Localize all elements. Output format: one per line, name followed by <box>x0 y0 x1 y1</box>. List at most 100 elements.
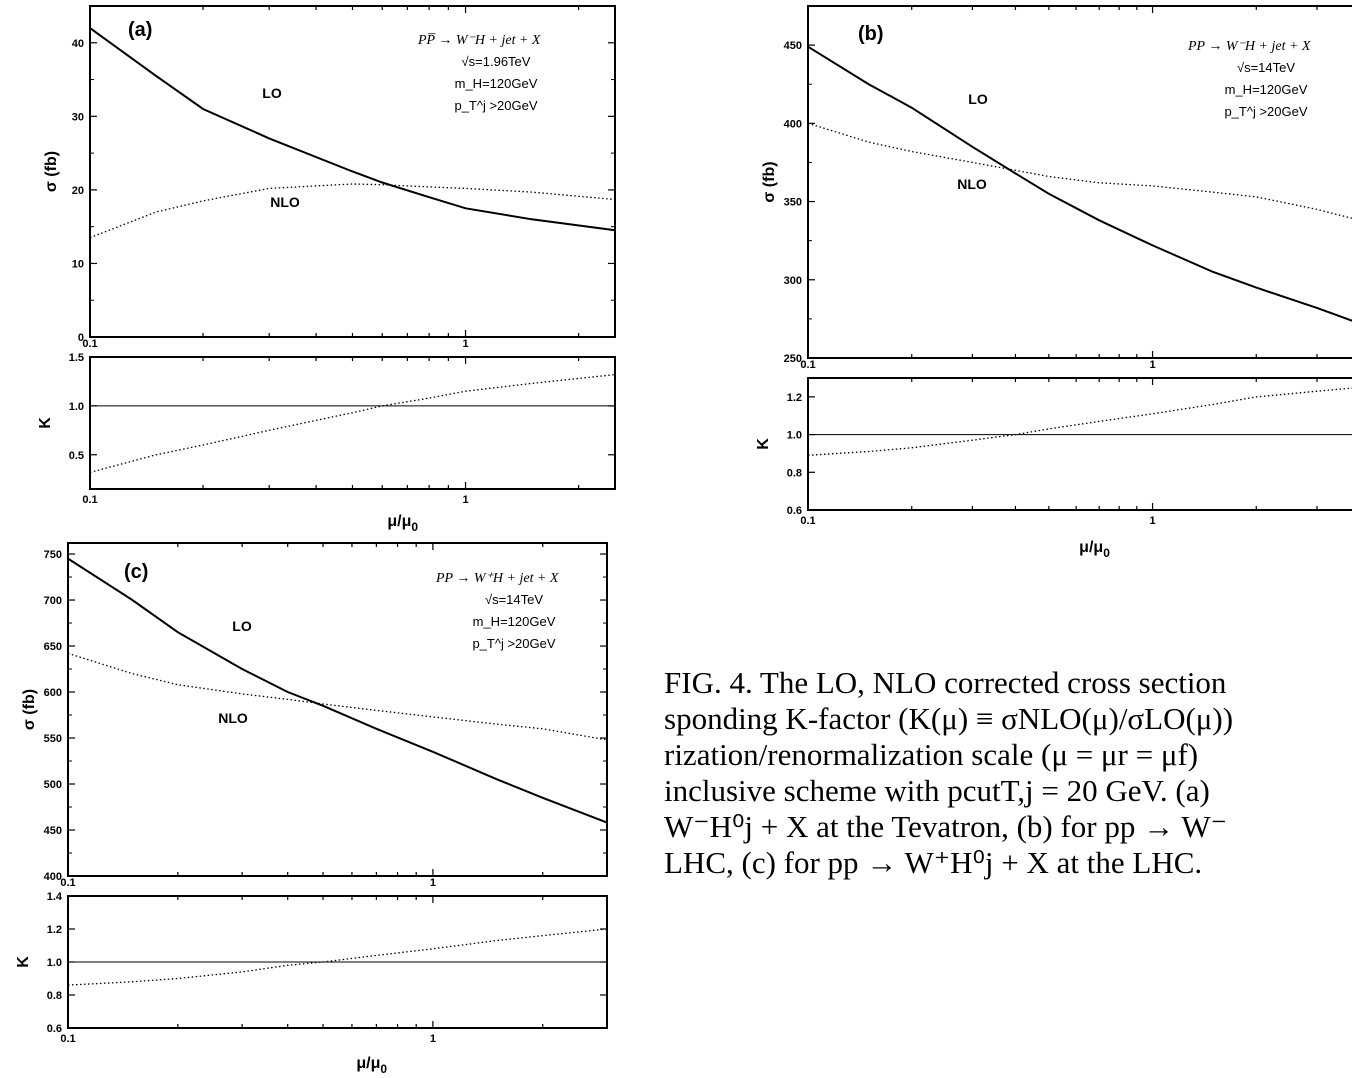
k-axis-label: K <box>755 438 772 450</box>
main-plot-frame <box>807 5 1352 359</box>
x-tick-label: 1 <box>430 877 436 889</box>
caption-line: rization/renormalization scale (μ = μr =… <box>664 737 1199 772</box>
ratio-plot-frame <box>807 377 1352 511</box>
y-tick-label: 0.5 <box>69 450 84 462</box>
y-tick-label: 400 <box>784 118 802 130</box>
x-axis-label-main: μ/μ <box>356 1055 380 1072</box>
y-tick-label: 30 <box>72 111 84 123</box>
y-axis-label: σ (fb) <box>43 151 60 192</box>
y-tick-label: 500 <box>44 779 62 791</box>
x-tick-label: 1 <box>430 1033 436 1045</box>
y-tick-label: 1.4 <box>47 891 63 903</box>
y-tick-label: 1.0 <box>69 401 84 413</box>
y-tick-label: 550 <box>44 733 62 745</box>
panel-b: 0.1 1 0.1 1 250 300 350 400 450 0.6 0.8 1.0 1.2 σ (fb… <box>755 5 1352 560</box>
x-tick-label: 0.1 <box>60 1033 75 1045</box>
parameter-label: √s=14TeV <box>1237 60 1295 75</box>
process-label: PP̅ → W⁻H + jet + X <box>417 33 541 48</box>
x-axis-label-subscript: 0 <box>1103 546 1110 560</box>
y-tick-label: 40 <box>72 38 84 50</box>
y-axis-label: σ (fb) <box>761 161 778 202</box>
lo-curve <box>67 557 608 824</box>
y-tick-label: 0.8 <box>787 467 802 479</box>
x-tick-label: 0.1 <box>60 877 75 889</box>
process-label: PP → W⁻H + jet + X <box>1187 39 1311 54</box>
panel-label: (a) <box>128 19 152 41</box>
y-tick-label: 1.2 <box>787 392 802 404</box>
x-tick-label: 1 <box>1149 515 1155 527</box>
nlo-curve <box>89 183 616 239</box>
nlo-label: NLO <box>957 176 987 192</box>
parameter-label: m_H=120GeV <box>473 614 556 629</box>
k-factor-curve <box>89 373 616 474</box>
x-tick-label: 0.1 <box>800 359 815 371</box>
y-tick-label: 10 <box>72 258 84 270</box>
parameter-label: p_T^j >20GeV <box>1224 104 1307 119</box>
k-factor-curve <box>67 928 608 986</box>
y-tick-label: 450 <box>44 825 62 837</box>
x-tick-label: 0.1 <box>82 494 97 506</box>
caption-line: LHC, (c) for pp → W⁺H⁰j + X at the LHC. <box>664 845 1203 880</box>
y-tick-label: 650 <box>44 641 62 653</box>
caption-line: W⁻H⁰j + X at the Tevatron, (b) for pp → … <box>664 809 1227 844</box>
y-tick-label: 0.8 <box>47 990 62 1002</box>
panel-label: (b) <box>858 23 884 45</box>
y-tick-label: 20 <box>72 185 84 197</box>
x-axis-label-subscript: 0 <box>411 520 418 534</box>
figure-caption: FIG. 4. The LO, NLO corrected cross sect… <box>664 665 1352 881</box>
x-axis-label: μ/μ0 <box>387 513 418 534</box>
y-tick-label: 600 <box>44 687 62 699</box>
y-tick-label: 1.0 <box>787 430 802 442</box>
y-tick-label: 350 <box>784 197 802 209</box>
x-axis-label-subscript: 0 <box>380 1062 387 1076</box>
x-axis-label: μ/μ0 <box>356 1055 387 1076</box>
ratio-plot-frame <box>89 356 616 490</box>
y-tick-label: 1.0 <box>47 957 62 969</box>
x-tick-label: 1 <box>462 494 468 506</box>
parameter-label: √s=1.96TeV <box>462 54 531 69</box>
y-tick-label: 1.2 <box>47 924 62 936</box>
x-tick-label: 0.1 <box>82 338 97 350</box>
nlo-curve <box>67 652 608 741</box>
y-tick-label: 400 <box>44 871 62 883</box>
y-tick-label: 0 <box>78 332 84 344</box>
parameter-label: p_T^j >20GeV <box>454 98 537 113</box>
caption-line: inclusive scheme with pcutT,j = 20 GeV. … <box>664 773 1210 808</box>
parameter-label: m_H=120GeV <box>1225 82 1308 97</box>
lo-curve <box>89 27 616 232</box>
x-axis-label-main: μ/μ <box>1079 539 1103 556</box>
panel-c: 0.1 1 0.1 1 400 450 500 550 600 650 700 750 0.6 0.8 1.… <box>15 542 608 1076</box>
k-axis-label: K <box>37 417 54 429</box>
lo-label: LO <box>232 618 252 634</box>
parameter-label: p_T^j >20GeV <box>472 636 555 651</box>
y-tick-label: 0.6 <box>787 505 802 517</box>
caption-line: sponding K-factor (K(μ) ≡ σNLO(μ)/σLO(μ)… <box>664 701 1234 736</box>
caption-line: FIG. 4. The LO, NLO corrected cross sect… <box>664 665 1227 700</box>
k-axis-label: K <box>15 956 32 968</box>
process-label: PP → W⁺H + jet + X <box>435 571 559 586</box>
main-plot-frame <box>67 542 608 877</box>
y-tick-label: 300 <box>784 275 802 287</box>
x-tick-label: 0.1 <box>800 515 815 527</box>
parameter-label: √s=14TeV <box>485 592 543 607</box>
lo-label: LO <box>968 91 988 107</box>
y-axis-label: σ (fb) <box>21 689 38 730</box>
parameter-label: m_H=120GeV <box>455 76 538 91</box>
nlo-curve <box>807 122 1352 219</box>
lo-label: LO <box>262 85 282 101</box>
k-factor-curve <box>807 387 1352 456</box>
y-tick-label: 450 <box>784 40 802 52</box>
y-tick-label: 700 <box>44 595 62 607</box>
nlo-label: NLO <box>218 710 248 726</box>
nlo-label: NLO <box>270 194 300 210</box>
x-tick-label: 1 <box>462 338 468 350</box>
y-tick-label: 250 <box>784 353 802 365</box>
y-tick-label: 0.6 <box>47 1023 62 1035</box>
panel-label: (c) <box>124 561 148 583</box>
lo-curve <box>807 45 1352 322</box>
x-axis-label: μ/μ0 <box>1079 539 1110 560</box>
x-tick-label: 1 <box>1149 359 1155 371</box>
x-axis-label-main: μ/μ <box>387 513 411 530</box>
